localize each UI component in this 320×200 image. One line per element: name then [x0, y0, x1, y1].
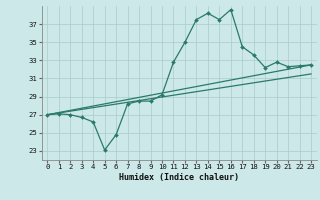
X-axis label: Humidex (Indice chaleur): Humidex (Indice chaleur): [119, 173, 239, 182]
